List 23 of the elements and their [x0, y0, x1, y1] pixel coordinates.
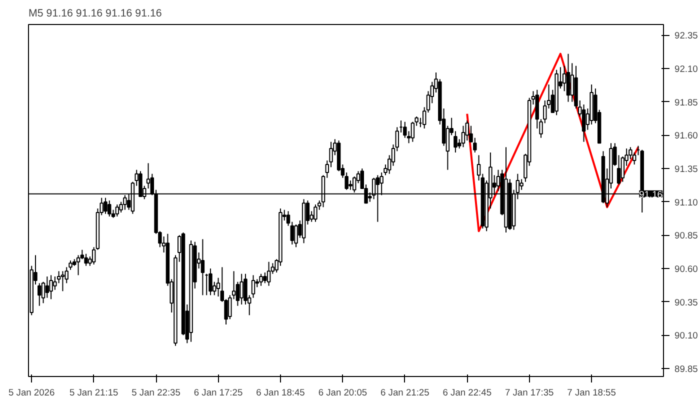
- y-tick-label: 90.60: [674, 264, 698, 274]
- x-tick-label: 6 Jan 17:25: [194, 388, 243, 398]
- x-tick-label: 6 Jan 22:45: [442, 388, 492, 398]
- x-tick-label: 6 Jan 18:45: [256, 388, 305, 398]
- x-tick-label: 7 Jan 18:55: [567, 388, 616, 398]
- chart-title: M5 91.16 91.16 91.16 91.16: [28, 8, 162, 20]
- y-tick-label: 91.10: [674, 197, 698, 208]
- x-tick-label: 7 Jan 17:35: [504, 388, 554, 398]
- ref-line-label: 91.16: [639, 189, 662, 200]
- y-tick-label: 90.85: [674, 230, 698, 241]
- x-tick-label: 5 Jan 21:15: [69, 388, 118, 398]
- y-tick-label: 92.35: [674, 30, 698, 41]
- x-tick-label: 6 Jan 20:05: [318, 388, 368, 398]
- x-tick-label: 5 Jan 22:35: [132, 388, 180, 398]
- x-tick-label: 6 Jan 21:25: [380, 388, 430, 398]
- x-tick-label: 5 Jan 2026: [8, 388, 55, 398]
- y-tick-label: 92.10: [674, 64, 698, 74]
- y-tick-label: 91.60: [674, 130, 698, 141]
- y-tick-label: 89.85: [674, 364, 698, 374]
- y-tick-label: 90.35: [674, 297, 698, 308]
- y-tick-label: 90.10: [674, 330, 698, 341]
- y-tick-label: 91.85: [674, 97, 698, 108]
- y-tick-label: 91.35: [674, 164, 698, 174]
